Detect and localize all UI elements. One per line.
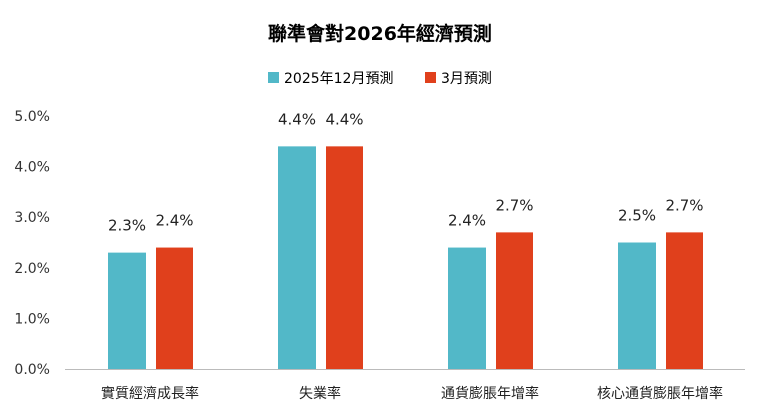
category-label: 通貨膨脹年增率 [441,385,539,402]
bar-series-2 [496,232,533,369]
data-label: 4.4% [325,110,363,128]
category-label: 失業率 [299,385,341,402]
legend-label-series-2: 3月預測 [441,71,492,87]
y-tick-label: 1.0% [14,311,50,327]
bar-series-1 [108,252,146,369]
y-tick-label: 5.0% [14,109,50,125]
bar-series-2 [156,247,193,369]
data-label: 2.7% [495,196,533,214]
data-label: 2.4% [448,212,486,230]
category-label: 實質經濟成長率 [101,385,199,402]
bar-series-1 [448,247,486,369]
chart-title: 聯準會對2026年經濟預測 [268,22,492,45]
legend-label-series-1: 2025年12月預測 [284,71,393,87]
y-axis: 0.0% 1.0% 2.0% 3.0% 4.0% 5.0% [14,109,50,378]
y-tick-label: 2.0% [14,261,50,277]
bar-series-2 [326,146,363,369]
data-label: 2.5% [618,207,656,225]
bar-series-2 [666,232,703,369]
legend: 2025年12月預測 3月預測 [268,71,492,87]
category-label: 核心通貨膨脹年增率 [597,385,723,402]
bar-series-1 [618,242,656,369]
data-label: 2.3% [108,217,146,235]
y-tick-label: 0.0% [14,362,50,378]
data-label: 2.4% [155,212,193,230]
legend-swatch-series-1 [268,72,279,83]
data-label: 2.7% [665,196,703,214]
bars: 2.3% 4.4% 2.4% 2.5% 2.4% 4.4% 2.7% 2.7% [108,110,704,369]
data-label: 4.4% [278,110,316,128]
y-tick-label: 3.0% [14,210,50,226]
x-axis: 實質經濟成長率 失業率 通貨膨脹年增率 核心通貨膨脹年增率 [101,385,723,402]
legend-swatch-series-2 [425,72,436,83]
bar-series-1 [278,146,316,369]
y-tick-label: 4.0% [14,160,50,176]
